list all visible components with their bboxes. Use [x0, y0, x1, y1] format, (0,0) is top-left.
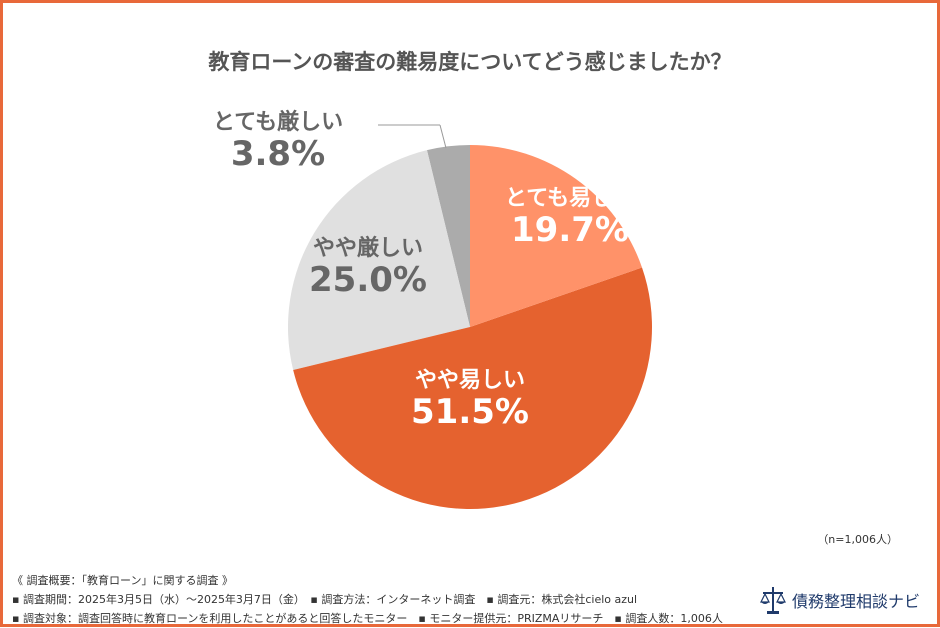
survey-summary-title: 《 調査概要：「教育ローン」に関する調査 》 — [12, 574, 233, 587]
slice-label-very-easy: とても易しい 19.7% — [504, 186, 636, 251]
logo-text: 債務整理相談ナビ — [792, 592, 921, 611]
slice-label-somewhat-easy: やや易しい 51.5% — [411, 368, 529, 433]
slice-label-somewhat-hard: やや厳しい 25.0% — [309, 236, 427, 301]
slice-very-easy — [470, 145, 643, 327]
scales-of-justice-icon — [760, 587, 786, 614]
slice-somewhat-easy — [293, 267, 652, 510]
sample-size-note: （n=1,006人） — [817, 533, 898, 546]
survey-summary: 《 調査概要：「教育ローン」に関する調査 》 ▪ 調査期間：2025年3月5日（… — [12, 571, 723, 628]
slice-label-very-hard: とても厳しい 3.8% — [212, 110, 344, 175]
survey-summary-line: ▪ 調査期間：2025年3月5日（水）～2025年3月7日（金） ▪ 調査方法：… — [12, 593, 638, 606]
slice-very-hard — [426, 145, 470, 327]
chart-title: 教育ローンの審査の難易度についてどう感じましたか？ — [208, 50, 732, 74]
survey-summary-line: ▪ 調査対象：調査回答時に教育ローンを利用したことがあると回答したモニター ▪ … — [12, 612, 723, 625]
leader-line — [439, 124, 447, 149]
slice-somewhat-hard — [288, 150, 470, 371]
logo: 債務整理相談ナビ — [760, 585, 920, 615]
